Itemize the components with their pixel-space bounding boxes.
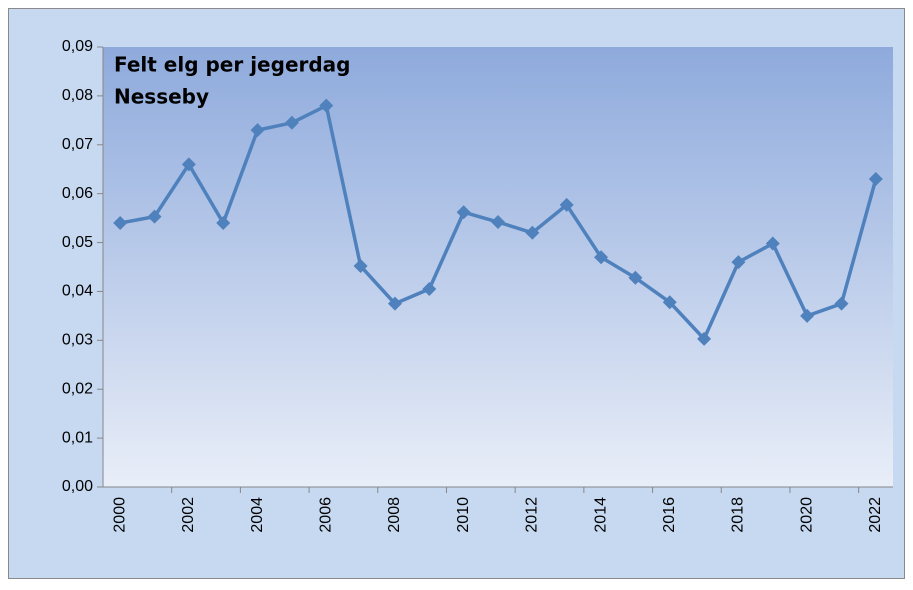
marker <box>800 308 815 323</box>
marker <box>868 172 883 186</box>
chart-title: Felt elg per jegerdag <box>114 53 351 77</box>
y-tick-label: 0,07 <box>62 136 93 153</box>
x-tick-label: 2020 <box>798 497 815 533</box>
marker <box>559 197 574 212</box>
x-tick-label: 2006 <box>317 497 334 533</box>
x-tick-label: 2004 <box>249 497 266 533</box>
x-tick-label: 2014 <box>592 497 609 533</box>
y-tick-label: 0,08 <box>62 87 93 104</box>
y-tick-label: 0,01 <box>62 429 93 446</box>
marker <box>250 123 265 138</box>
chart-subtitle: Nesseby <box>114 85 209 109</box>
marker <box>834 296 849 311</box>
marker <box>113 216 128 230</box>
y-tick-label: 0,04 <box>62 283 93 300</box>
marker <box>353 259 368 274</box>
y-tick-label: 0,06 <box>62 185 93 202</box>
x-tick-label: 2016 <box>661 497 678 533</box>
marker <box>765 236 780 251</box>
marker <box>284 115 299 130</box>
x-tick-label: 2022 <box>867 497 884 533</box>
marker <box>422 282 437 296</box>
x-tick-label: 2012 <box>524 497 541 533</box>
marker <box>731 255 746 270</box>
x-tick-label: 2002 <box>180 497 197 533</box>
marker <box>456 205 471 220</box>
marker <box>525 225 540 240</box>
x-tick-label: 2008 <box>386 497 403 533</box>
y-tick-label: 0,00 <box>62 478 93 495</box>
marker <box>628 270 643 285</box>
marker <box>387 296 402 311</box>
marker <box>662 295 677 310</box>
y-tick-label: 0,02 <box>62 380 93 397</box>
x-tick-label: 2018 <box>730 497 747 533</box>
x-tick-label: 2000 <box>111 497 128 533</box>
marker <box>491 215 505 230</box>
marker <box>594 250 609 265</box>
y-tick-label: 0,05 <box>62 234 93 251</box>
marker <box>216 216 231 230</box>
marker <box>697 331 712 346</box>
marker <box>319 98 334 113</box>
marker <box>181 157 196 172</box>
y-tick-label: 0,09 <box>62 38 93 55</box>
x-tick-label: 2010 <box>455 497 472 533</box>
y-tick-label: 0,03 <box>62 332 93 349</box>
marker <box>147 209 162 224</box>
plot-area <box>103 47 893 487</box>
